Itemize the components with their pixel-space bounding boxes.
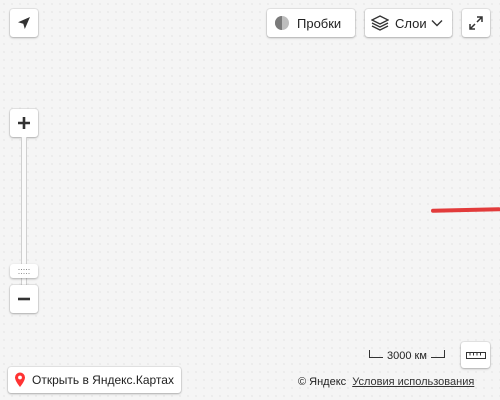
traffic-label: Пробки <box>297 15 342 31</box>
open-in-yandex-maps-button[interactable]: Открыть в Яндекс.Картах <box>8 367 181 393</box>
scale-bar-right <box>430 350 445 358</box>
map-pin-icon <box>15 372 25 387</box>
route-line <box>430 207 500 213</box>
geolocation-button[interactable] <box>10 9 38 37</box>
copyright: © Яндекс Условия использования <box>298 376 474 388</box>
zoom-handle-grip: ::::: <box>17 266 31 276</box>
layers-label: Слои <box>395 15 427 31</box>
terms-link[interactable]: Условия использования <box>352 376 475 388</box>
layers-button[interactable]: Слои <box>365 9 452 37</box>
zoom-out-button[interactable] <box>10 285 38 313</box>
open-in-maps-label: Открыть в Яндекс.Картах <box>32 373 174 387</box>
expand-icon <box>469 16 483 30</box>
zoom-slider-handle[interactable]: ::::: <box>10 264 38 278</box>
layers-icon <box>371 15 389 31</box>
scale-label: 3000 км <box>387 350 427 362</box>
plus-icon <box>18 117 30 129</box>
location-arrow-icon <box>18 17 30 29</box>
zoom-slider-track[interactable] <box>21 137 27 285</box>
minus-icon <box>18 297 30 301</box>
scale-line: 3000 км <box>369 350 445 362</box>
traffic-button[interactable]: Пробки <box>267 9 355 37</box>
fullscreen-button[interactable] <box>462 9 490 37</box>
copyright-label: © Яндекс <box>298 376 347 388</box>
traffic-light-icon <box>275 16 289 30</box>
ruler-button[interactable] <box>461 342 490 368</box>
ruler-icon <box>465 352 486 359</box>
zoom-in-button[interactable] <box>10 109 38 137</box>
chevron-down-icon <box>431 20 443 27</box>
scale-bar-left <box>369 350 383 358</box>
